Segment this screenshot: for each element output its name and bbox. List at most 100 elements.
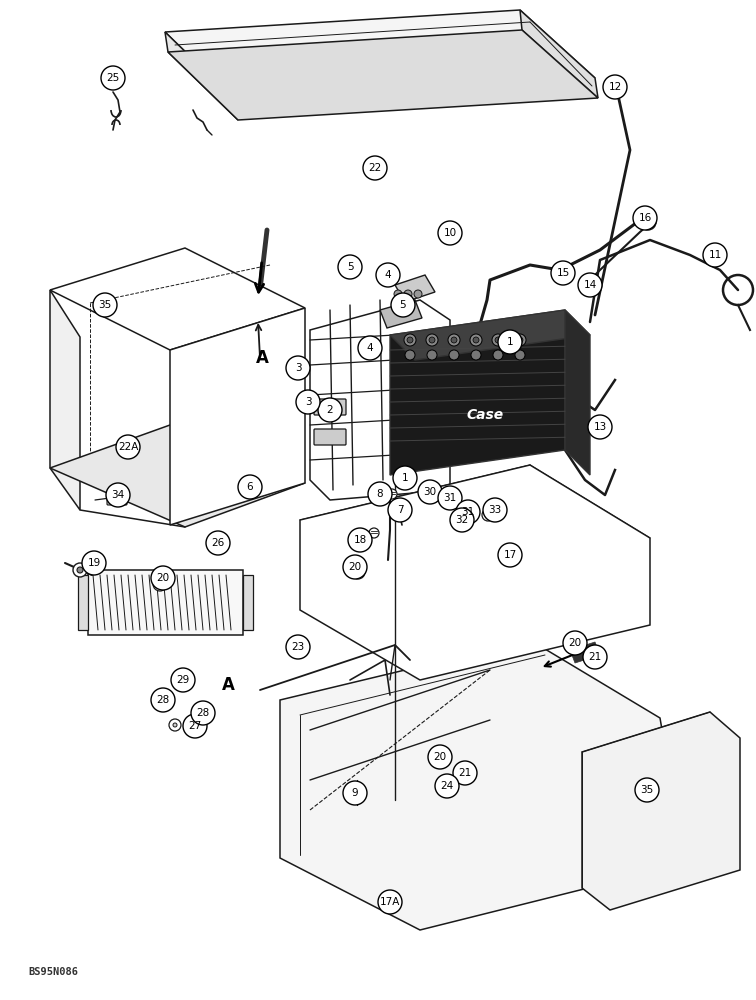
Polygon shape (170, 308, 305, 525)
Text: A: A (256, 349, 268, 367)
Circle shape (82, 551, 106, 575)
Polygon shape (280, 640, 680, 930)
Polygon shape (165, 10, 595, 100)
Text: 33: 33 (488, 505, 502, 515)
Text: 1: 1 (507, 337, 513, 347)
Circle shape (566, 640, 580, 654)
Circle shape (286, 635, 310, 659)
Text: 22: 22 (368, 163, 382, 173)
Circle shape (105, 303, 115, 313)
Circle shape (446, 496, 458, 508)
Circle shape (352, 788, 362, 798)
Circle shape (178, 678, 188, 688)
Text: 7: 7 (397, 505, 403, 515)
Circle shape (457, 771, 469, 783)
Circle shape (603, 75, 627, 99)
Text: 19: 19 (88, 558, 101, 568)
Text: 12: 12 (609, 82, 621, 92)
Polygon shape (165, 32, 238, 120)
Text: 13: 13 (593, 422, 606, 432)
Circle shape (171, 668, 195, 692)
FancyBboxPatch shape (314, 399, 346, 415)
Circle shape (151, 566, 175, 590)
Circle shape (318, 398, 342, 422)
Circle shape (387, 489, 397, 499)
Circle shape (173, 723, 177, 727)
Circle shape (430, 494, 434, 498)
Circle shape (429, 337, 435, 343)
FancyBboxPatch shape (107, 493, 127, 505)
Text: 5: 5 (347, 262, 353, 272)
Text: 3: 3 (305, 397, 311, 407)
Text: 25: 25 (107, 73, 119, 83)
Circle shape (493, 350, 503, 360)
Circle shape (355, 569, 361, 575)
Text: 8: 8 (376, 489, 383, 499)
Circle shape (191, 701, 215, 725)
Text: 31: 31 (443, 493, 457, 503)
Circle shape (456, 500, 480, 524)
Polygon shape (395, 275, 435, 302)
Circle shape (473, 337, 479, 343)
Circle shape (471, 350, 481, 360)
Text: 3: 3 (295, 363, 302, 373)
Circle shape (640, 214, 656, 230)
Circle shape (448, 334, 460, 346)
Text: 23: 23 (291, 642, 305, 652)
Circle shape (451, 337, 457, 343)
Text: 26: 26 (212, 538, 225, 548)
Circle shape (426, 334, 438, 346)
Text: Case: Case (466, 408, 503, 422)
Polygon shape (390, 310, 565, 475)
Circle shape (563, 631, 587, 655)
Circle shape (363, 156, 387, 180)
Circle shape (93, 293, 117, 317)
Text: 31: 31 (461, 507, 475, 517)
Circle shape (486, 513, 490, 517)
Circle shape (351, 565, 365, 579)
Text: 15: 15 (556, 268, 569, 278)
Circle shape (492, 334, 504, 346)
Circle shape (169, 719, 181, 731)
Text: 20: 20 (156, 573, 169, 583)
Circle shape (404, 290, 412, 298)
Text: 20: 20 (433, 752, 447, 762)
Circle shape (414, 290, 422, 298)
Polygon shape (565, 310, 590, 475)
Circle shape (376, 263, 400, 287)
Circle shape (587, 654, 599, 666)
Circle shape (570, 644, 576, 650)
Circle shape (635, 778, 659, 802)
Polygon shape (570, 642, 600, 663)
Circle shape (77, 567, 83, 573)
Circle shape (404, 334, 416, 346)
Text: 27: 27 (188, 721, 202, 731)
Circle shape (378, 890, 402, 914)
Text: 35: 35 (98, 300, 112, 310)
Text: 28: 28 (197, 708, 209, 718)
Circle shape (438, 221, 462, 245)
Circle shape (296, 390, 320, 414)
Text: 20: 20 (349, 562, 361, 572)
Polygon shape (582, 712, 740, 910)
Circle shape (199, 709, 211, 721)
Polygon shape (300, 465, 650, 680)
Circle shape (643, 788, 653, 798)
Text: 14: 14 (584, 280, 596, 290)
Text: 10: 10 (444, 228, 457, 238)
Circle shape (343, 781, 367, 805)
Circle shape (206, 531, 230, 555)
Text: 21: 21 (458, 768, 472, 778)
Text: 18: 18 (353, 535, 367, 545)
Circle shape (498, 543, 522, 567)
Circle shape (450, 500, 454, 504)
Circle shape (435, 774, 459, 798)
Circle shape (166, 700, 170, 704)
Polygon shape (50, 248, 305, 350)
Polygon shape (50, 425, 305, 527)
Polygon shape (78, 575, 88, 630)
Text: BS95N086: BS95N086 (28, 967, 78, 977)
Circle shape (157, 581, 163, 587)
Circle shape (370, 489, 380, 499)
Text: 35: 35 (640, 785, 654, 795)
